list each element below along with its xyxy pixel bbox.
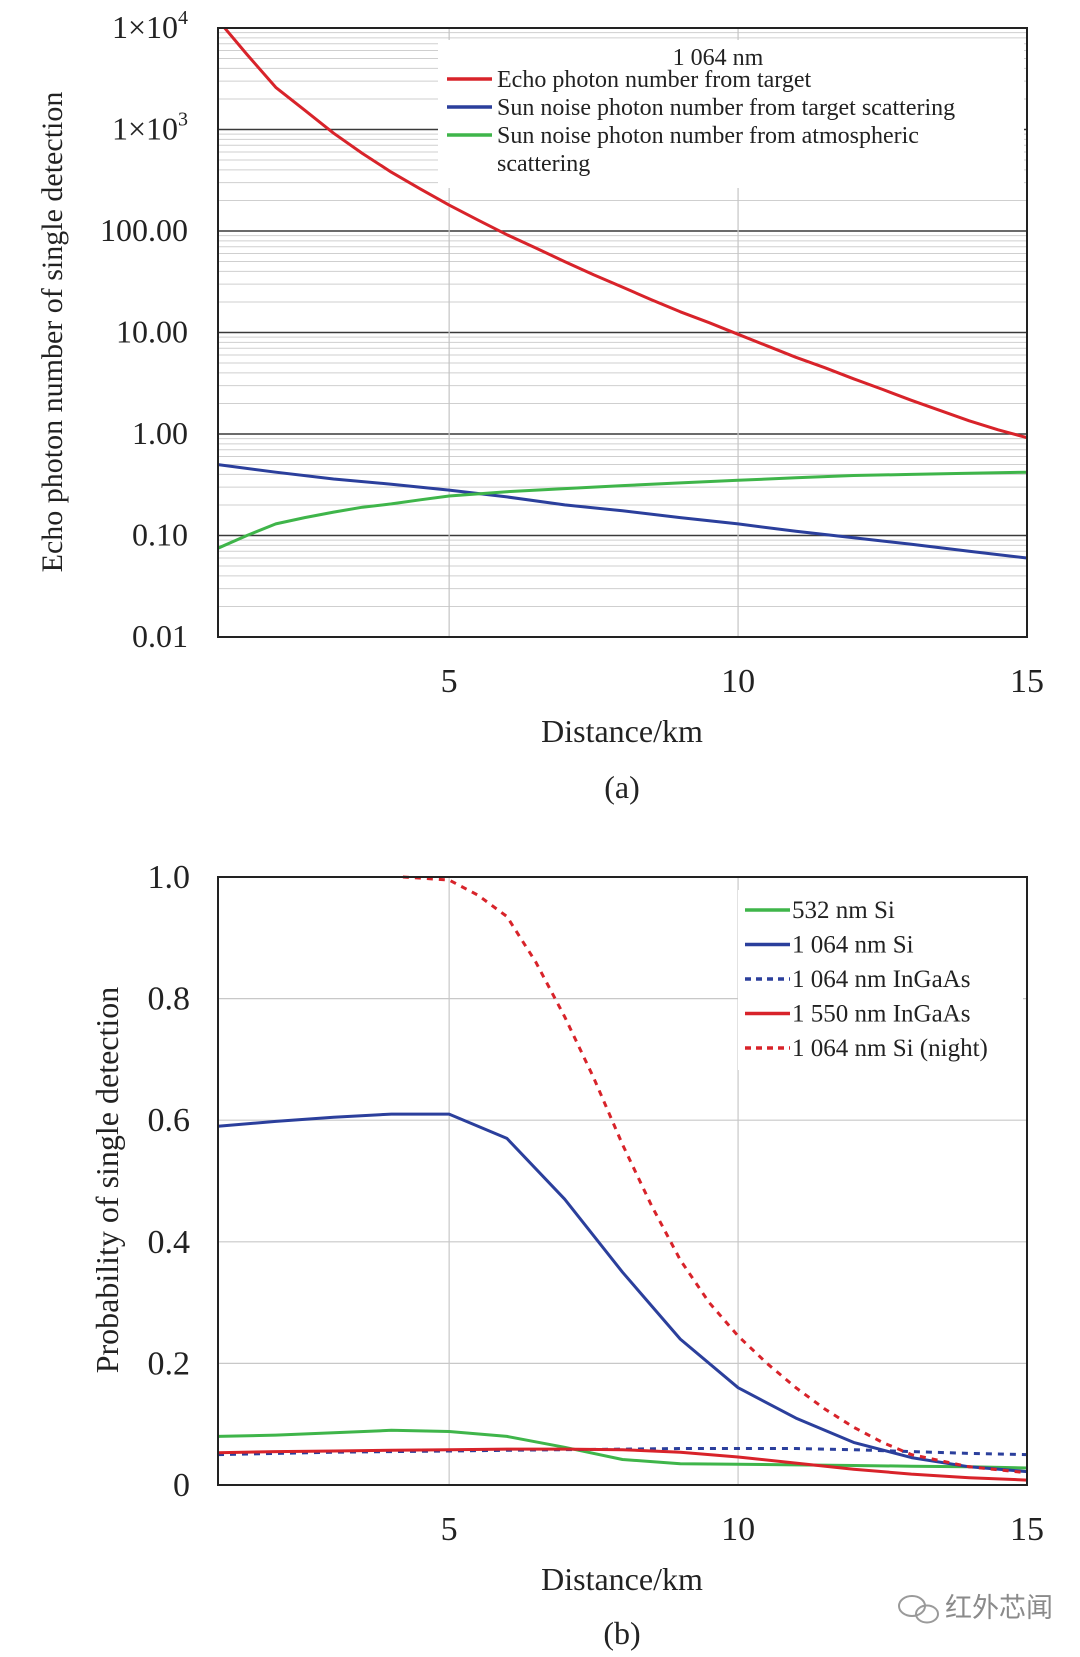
- panel-a-x-tick-labels: 5 10 15: [441, 663, 1044, 700]
- y-tick-label: 1×104: [112, 7, 188, 45]
- y-tick-label: 1×103: [112, 109, 188, 147]
- panel-b-y-axis-label: Probability of single detection: [89, 987, 125, 1374]
- series-line-echo-photon-number-from-target: [222, 28, 1027, 440]
- watermark-text: 红外芯闻: [945, 1593, 1053, 1624]
- legend-label: Sun noise photon number from target scat…: [497, 95, 955, 121]
- panel-b-y-tick-labels: 0 0.2 0.4 0.6 0.8 1.0: [148, 859, 191, 1504]
- series-line-532-nm-si: [217, 1428, 1028, 1470]
- panel-a-series: [218, 28, 1027, 560]
- legend-label: 1 064 nm Si: [792, 932, 914, 959]
- y-tick-label: 0.01: [132, 618, 188, 654]
- legend-label: 1 550 nm InGaAs: [792, 1001, 970, 1028]
- panel-a-label: (a): [604, 769, 640, 805]
- y-tick-label: 0.6: [148, 1102, 191, 1139]
- watermark: 红外芯闻: [898, 1593, 1053, 1624]
- y-tick-label: 0.8: [148, 981, 191, 1018]
- legend-label: Echo photon number from target: [497, 67, 811, 93]
- panel-a-y-axis-label: Echo photon number of single detection: [36, 92, 69, 573]
- panel-a-legend-title: 1 064 nm: [673, 45, 764, 71]
- x-tick-label: 5: [441, 1511, 458, 1548]
- x-tick-label: 5: [441, 663, 458, 700]
- legend-label: 532 nm Si: [792, 897, 895, 924]
- panel-a-y-tick-labels: 0.01 0.10 1.00 10.00 100.00 1×103 1×104: [100, 7, 188, 654]
- y-tick-label: 1.00: [132, 415, 188, 451]
- x-tick-label: 10: [721, 1511, 755, 1548]
- panel-a-legend: 1 064 nm Echo photon number from targetS…: [438, 40, 1024, 188]
- wechat-icon: [898, 1595, 939, 1624]
- x-tick-label: 15: [1010, 663, 1044, 700]
- x-tick-label: 10: [721, 663, 755, 700]
- y-tick-label: 0.2: [148, 1345, 191, 1382]
- y-tick-label: 100.00: [100, 212, 188, 248]
- panel-a-legend-box: [438, 40, 1024, 188]
- series-line-1-064-nm-si: [217, 1112, 1028, 1474]
- panel-b-legend-box: [738, 890, 1023, 1070]
- panel-b-plot-frame: [217, 876, 1028, 1486]
- legend-label: 1 064 nm InGaAs: [792, 966, 970, 993]
- panel-b-legend: 532 nm Si 1 064 nm Si 1 064 nm InGaAs 1 550…: [738, 890, 1023, 1070]
- y-tick-label: 1.0: [148, 859, 191, 896]
- panel-b-series: [217, 875, 1028, 1482]
- legend-label: Sun noise photon number from atmospheric…: [497, 123, 919, 177]
- series-line-1-550-nm-ingaas: [217, 1447, 1028, 1482]
- y-tick-label: 10.00: [116, 314, 188, 350]
- panel-b-chart: 0 0.2 0.4 0.6 0.8 1.0 5 10 15 Probability of si…: [89, 859, 1044, 1651]
- panel-a-plot-frame: [217, 27, 1028, 638]
- series-line-sun-noise-photon-number-from-target-scattering: [218, 463, 1027, 560]
- y-tick-label: 0.10: [132, 517, 188, 553]
- panel-b-label: (b): [603, 1615, 640, 1651]
- legend-label: 1 064 nm Si (night): [792, 1035, 988, 1062]
- series-line-sun-noise-photon-number-from-atmospheric-scattering: [218, 470, 1027, 550]
- y-tick-label: 0.4: [148, 1224, 191, 1261]
- x-tick-label: 15: [1010, 1511, 1044, 1548]
- panel-a-x-axis-label: Distance/km: [541, 713, 703, 749]
- panel-b-x-tick-labels: 5 10 15: [441, 1511, 1044, 1548]
- y-tick-label: 0: [173, 1467, 190, 1504]
- panel-b-x-axis-label: Distance/km: [541, 1561, 703, 1597]
